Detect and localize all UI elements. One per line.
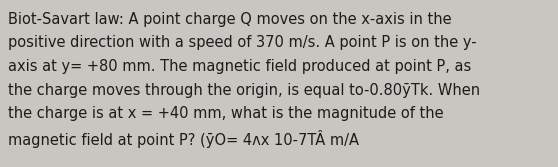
Text: Biot-Savart law: A point charge Q moves on the x-axis in the: Biot-Savart law: A point charge Q moves … xyxy=(8,12,451,27)
Text: the charge is at x = +40 mm, what is the magnitude of the: the charge is at x = +40 mm, what is the… xyxy=(8,106,444,121)
Text: magnetic field at point P? (ȳO= 4ʌx 10-7TÂ m/A: magnetic field at point P? (ȳO= 4ʌx 10-7… xyxy=(8,129,359,147)
Text: axis at y= +80 mm. The magnetic field produced at point P, as: axis at y= +80 mm. The magnetic field pr… xyxy=(8,59,472,74)
Text: the charge moves through the origin, is equal to-0.80ȳTk. When: the charge moves through the origin, is … xyxy=(8,82,480,98)
Text: positive direction with a speed of 370 m/s. A point P is on the y-: positive direction with a speed of 370 m… xyxy=(8,36,477,50)
